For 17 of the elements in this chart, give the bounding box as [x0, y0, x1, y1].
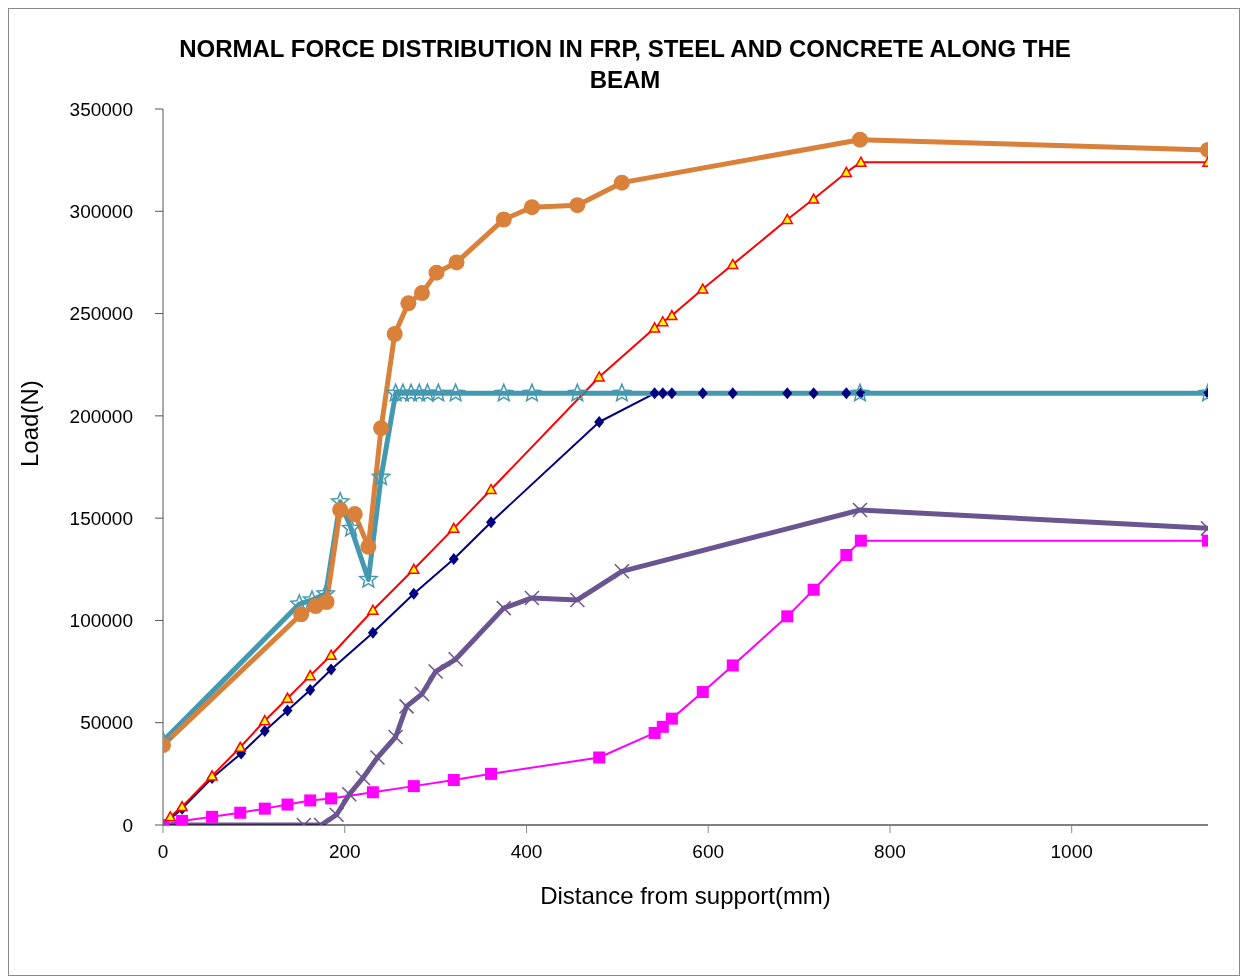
y-tick-label: 300000: [69, 201, 133, 223]
y-tick-label: 350000: [69, 98, 133, 120]
x-tick-label: 1000: [1050, 841, 1093, 863]
x-tick-label: 600: [692, 841, 725, 863]
x-tick-label: 200: [328, 841, 361, 863]
x-tick-label: 0: [157, 841, 169, 863]
y-axis-title: Load(N): [15, 380, 43, 467]
y-tick-label: 150000: [69, 507, 133, 529]
x-axis-title: Distance from support(mm): [540, 882, 831, 910]
y-tick-label: 200000: [69, 405, 133, 427]
chart-title: NORMAL FORCE DISTRIBUTION IN FRP, STEEL AND CONCRETE ALONG THE BEAM: [178, 34, 1072, 95]
y-tick-label: 100000: [69, 610, 133, 632]
x-tick-label: 400: [510, 841, 543, 863]
x-tick-label: 800: [874, 841, 906, 863]
y-tick-label: 250000: [69, 303, 133, 325]
y-tick-label: 0: [122, 814, 133, 836]
y-tick-label: 50000: [80, 712, 133, 734]
